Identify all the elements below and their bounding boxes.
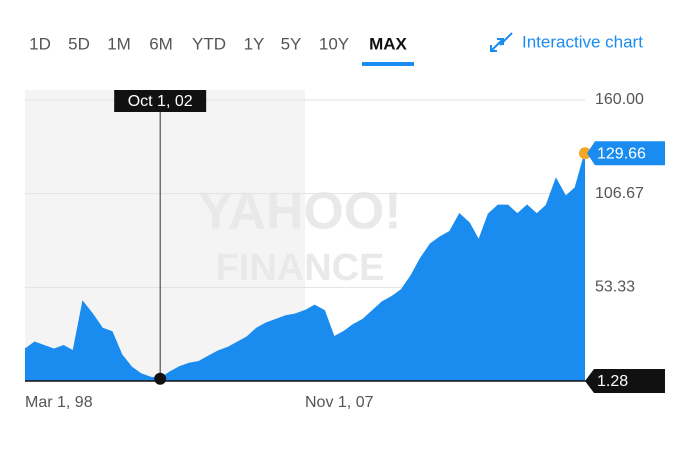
price-line xyxy=(24,153,586,380)
expand-icon xyxy=(490,32,513,52)
last-value-box xyxy=(587,141,665,166)
range-tab[interactable]: MAX xyxy=(369,34,407,53)
cursor-date-box xyxy=(114,90,207,112)
last-value: 129.66 xyxy=(597,146,646,163)
watermark: FINANCE xyxy=(216,247,385,289)
y-tick-label: 53.33 xyxy=(595,279,635,296)
cursor-point xyxy=(154,372,167,385)
interactive-chart-link[interactable]: Interactive chart xyxy=(490,32,643,52)
x-tick-label: Mar 1, 98 xyxy=(25,394,93,411)
y-tick-label: 106.67 xyxy=(595,185,644,202)
x-tick-label: Nov 1, 07 xyxy=(305,394,374,411)
range-tab[interactable]: 5D xyxy=(68,34,90,53)
cursor-value-box xyxy=(585,369,665,393)
price-area xyxy=(25,153,585,381)
cursor-value: 1.28 xyxy=(597,373,628,390)
range-tab[interactable]: 10Y xyxy=(319,34,349,53)
last-point xyxy=(579,147,591,160)
range-tab[interactable]: 1Y xyxy=(244,34,265,53)
watermark: YAHOO! xyxy=(198,183,401,241)
range-tab[interactable]: 1D xyxy=(29,34,51,53)
cursor-date: Oct 1, 02 xyxy=(128,93,193,110)
link-text[interactable]: Interactive chart xyxy=(522,32,643,51)
range-tab[interactable]: 6M xyxy=(149,34,173,53)
range-tab[interactable]: YTD xyxy=(192,34,226,53)
range-tab[interactable]: 5Y xyxy=(281,34,302,53)
y-tick-label: 160.00 xyxy=(595,91,644,108)
active-tab-underline xyxy=(362,62,414,66)
range-tab[interactable]: 1M xyxy=(107,34,131,53)
